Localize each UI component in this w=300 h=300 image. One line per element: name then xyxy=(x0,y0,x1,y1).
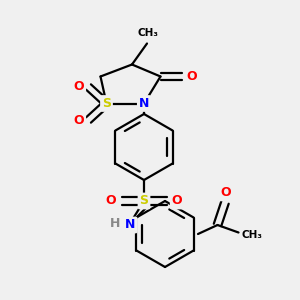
Text: O: O xyxy=(74,113,84,127)
Text: H: H xyxy=(110,217,121,230)
Text: O: O xyxy=(74,80,84,94)
Text: S: S xyxy=(140,194,148,208)
Text: CH₃: CH₃ xyxy=(138,28,159,38)
Text: S: S xyxy=(102,97,111,110)
Text: CH₃: CH₃ xyxy=(242,230,262,241)
Text: O: O xyxy=(186,70,197,83)
Text: O: O xyxy=(106,194,116,208)
Text: N: N xyxy=(125,218,136,232)
Text: N: N xyxy=(139,97,149,110)
Text: O: O xyxy=(220,186,231,200)
Text: O: O xyxy=(172,194,182,208)
